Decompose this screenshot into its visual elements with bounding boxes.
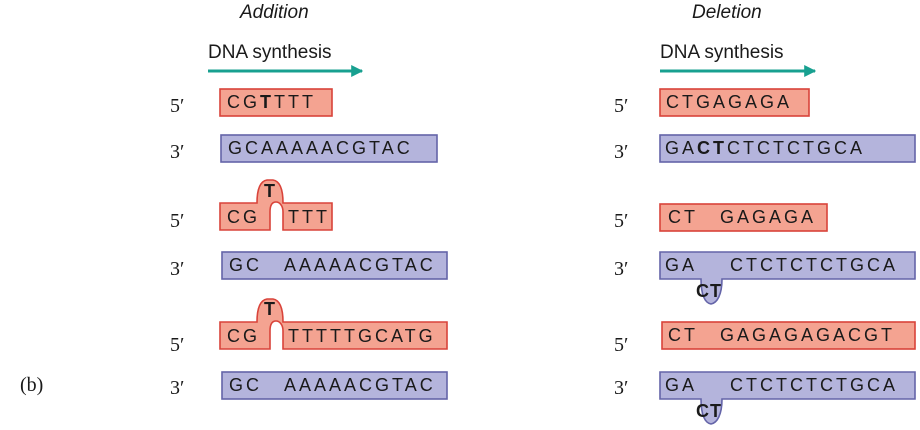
addition-loop-base-2: T — [264, 299, 275, 319]
addition-row6-end: 3′ — [170, 377, 185, 399]
addition-seq-3-right: TTT — [288, 207, 330, 227]
panel-label: (b) — [20, 374, 44, 396]
deletion-row1-end: 5′ — [614, 95, 629, 117]
deletion-seq-4-left: GA — [665, 255, 698, 275]
addition-template-1 — [220, 134, 438, 163]
addition-template-2 — [221, 251, 448, 280]
addition-seq-6-right: AAAAACGTAC — [284, 375, 436, 395]
addition-row1-end: 5′ — [170, 95, 185, 117]
addition-row2-end: 3′ — [170, 141, 185, 163]
addition-seq-5-left: CG — [227, 326, 260, 346]
addition-loop-base-1: T — [264, 181, 275, 201]
addition-seq-4-right: AAAAACGTAC — [284, 255, 436, 275]
deletion-seq-6-right: CTCTCTCTGCA — [730, 375, 898, 395]
deletion-template-1 — [659, 134, 916, 163]
deletion-loop-bases-2: CT — [696, 401, 722, 421]
deletion-seq-5-right: GAGAGAGACGT — [720, 325, 896, 345]
addition-template-3 — [221, 371, 448, 400]
deletion-row4-end: 3′ — [614, 258, 629, 280]
addition-new-strand-1 — [219, 88, 333, 117]
deletion-seq-1: CTGAGAGA — [666, 92, 793, 112]
addition-row5-end: 5′ — [170, 334, 185, 356]
deletion-seq-4-right: CTCTCTCTGCA — [730, 255, 898, 275]
addition-inserted-base: T — [260, 92, 274, 112]
addition-seq-5-right: TTTTTGCATG — [288, 326, 436, 346]
deletion-synthesis-label: DNA synthesis — [660, 42, 784, 63]
addition-synthesis-label: DNA synthesis — [208, 42, 332, 63]
addition-new-strand-2-bulge — [219, 179, 333, 231]
deletion-row3-end: 5′ — [614, 210, 629, 232]
deletion-row2-end: 3′ — [614, 141, 629, 163]
deletion-seq-3-left: CT — [668, 207, 698, 227]
deletion-new-strand-3 — [661, 321, 916, 350]
deletion-row5-end: 5′ — [614, 334, 629, 356]
deletion-heading: Deletion — [692, 2, 762, 23]
addition-heading: Addition — [240, 2, 309, 23]
addition-seq-3-left: CG — [227, 207, 260, 227]
deletion-new-strand-1 — [659, 88, 810, 117]
deletion-template-2-bulge — [659, 251, 916, 305]
addition-new-strand-3-bulge — [219, 298, 448, 350]
deletion-seq-6-left: GA — [665, 375, 698, 395]
addition-row4-end: 3′ — [170, 258, 185, 280]
deletion-row6-end: 3′ — [614, 377, 629, 399]
addition-seq-2: GCAAAAACGTAC — [228, 138, 413, 158]
deletion-seq-3-right: GAGAGA — [720, 207, 817, 227]
deletion-removed-bases: CT — [697, 138, 728, 158]
addition-row3-end: 5′ — [170, 210, 185, 232]
deletion-template-3-bulge — [659, 371, 916, 425]
deletion-seq-5-left: CT — [668, 325, 698, 345]
deletion-seq-2: GACTCTCTCTGCA — [665, 138, 866, 158]
addition-seq-4-left: GC — [229, 255, 262, 275]
deletion-loop-bases-1: CT — [696, 281, 722, 301]
deletion-new-strand-2 — [659, 203, 828, 232]
addition-seq-1: CGTTTT — [227, 92, 316, 112]
addition-seq-6-left: GC — [229, 375, 262, 395]
